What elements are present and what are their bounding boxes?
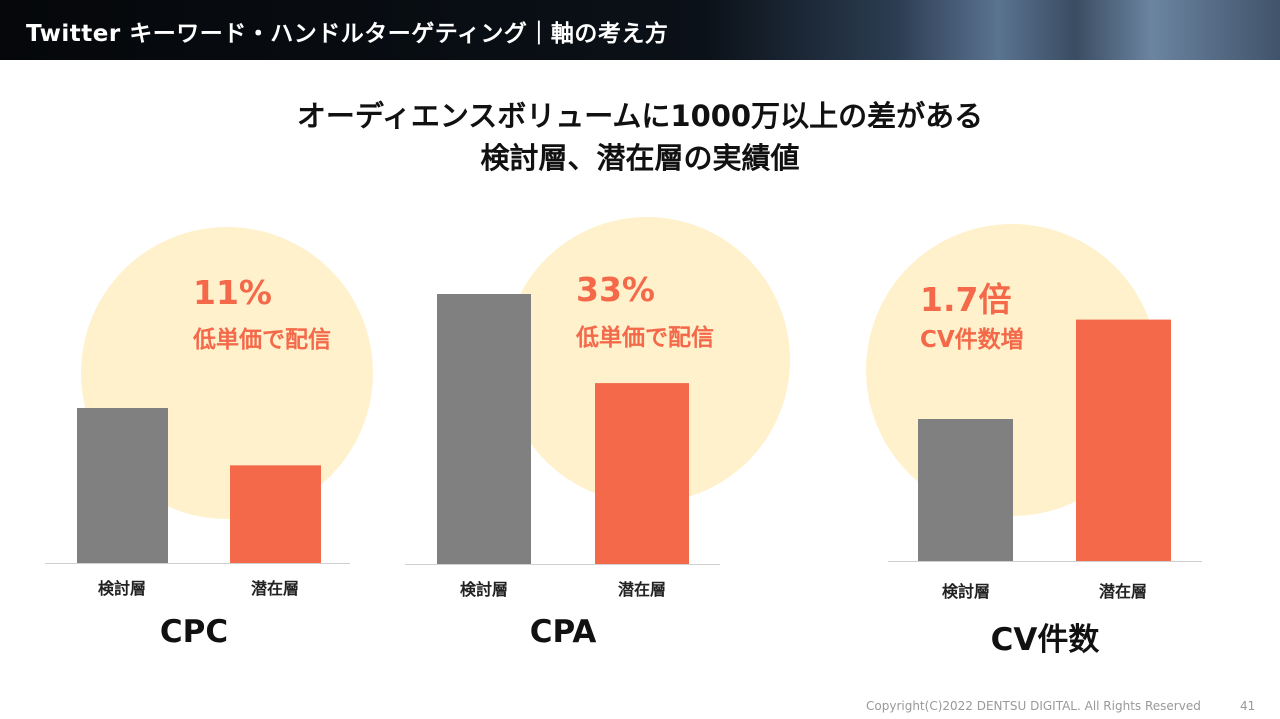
cv-title: CV件数 — [990, 622, 1100, 658]
cpc-annotation-text: 低単価で配信 — [193, 327, 331, 353]
cpa-highlight-circle — [504, 217, 790, 503]
cpa-title: CPA — [529, 614, 597, 650]
cpc-title: CPC — [159, 614, 229, 650]
slide-title: Twitter キーワード・ハンドルターゲティング｜軸の考え方 — [26, 21, 669, 47]
page-number: 41 — [1240, 699, 1256, 713]
cpa-annotation-value: 33% — [576, 270, 655, 309]
cpa-annotation-text: 低単価で配信 — [576, 325, 714, 351]
cpc-bar-senzai — [230, 465, 321, 563]
cv-category-label: 潜在層 — [1098, 582, 1147, 601]
cv-annotation-value: 1.7倍 — [920, 280, 1012, 319]
cpa-bar-senzai — [595, 383, 689, 564]
cpa-bar-kentou — [437, 294, 531, 564]
cv-bar-senzai — [1076, 319, 1171, 561]
headline-line-1: オーディエンスボリュームに1000万以上の差がある — [296, 99, 984, 133]
cv-category-label: 検討層 — [941, 582, 990, 601]
cpa-category-label: 検討層 — [459, 580, 508, 599]
cv-bar-kentou — [918, 419, 1013, 561]
cpc-category-label: 検討層 — [97, 579, 146, 598]
copyright: Copyright(C)2022 DENTSU DIGITAL. All Rig… — [866, 699, 1201, 713]
cpc-annotation-value: 11% — [193, 273, 272, 312]
header-banner: Twitter キーワード・ハンドルターゲティング｜軸の考え方 — [0, 0, 1280, 60]
headline-line-2: 検討層、潜在層の実績値 — [480, 141, 800, 175]
cv-annotation-text: CV件数増 — [920, 327, 1024, 353]
cpc-category-label: 潜在層 — [250, 579, 299, 598]
cpc-bar-kentou — [77, 408, 168, 563]
cpa-category-label: 潜在層 — [617, 580, 666, 599]
